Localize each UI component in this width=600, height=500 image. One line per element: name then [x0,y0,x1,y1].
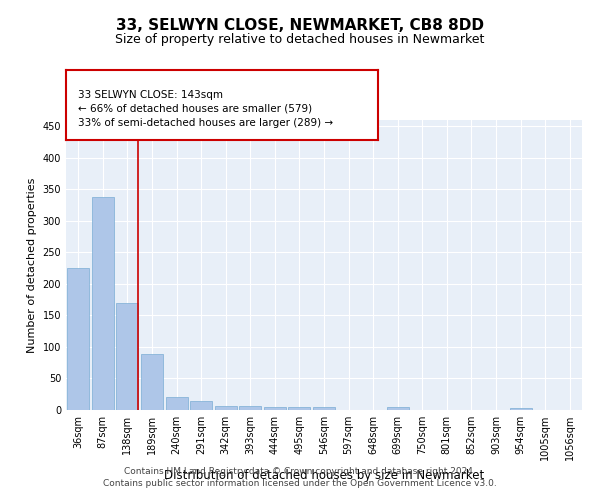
X-axis label: Distribution of detached houses by size in Newmarket: Distribution of detached houses by size … [164,468,484,481]
Bar [509,408,532,410]
Bar [215,406,237,410]
Bar [116,303,139,410]
Bar [386,407,409,410]
Bar [141,354,163,410]
Bar [313,408,335,410]
Text: Contains HM Land Registry data © Crown copyright and database right 2024.
Contai: Contains HM Land Registry data © Crown c… [103,466,497,487]
Text: 33 SELWYN CLOSE: 143sqm
← 66% of detached houses are smaller (579)
33% of semi-d: 33 SELWYN CLOSE: 143sqm ← 66% of detache… [79,90,334,128]
Bar [67,268,89,410]
Bar [239,406,262,410]
Text: Size of property relative to detached houses in Newmarket: Size of property relative to detached ho… [115,32,485,46]
Text: 33, SELWYN CLOSE, NEWMARKET, CB8 8DD: 33, SELWYN CLOSE, NEWMARKET, CB8 8DD [116,18,484,32]
Bar [289,407,310,410]
Bar [92,197,114,410]
Bar [190,400,212,410]
Bar [166,397,188,410]
Y-axis label: Number of detached properties: Number of detached properties [27,178,37,352]
Bar [264,408,286,410]
